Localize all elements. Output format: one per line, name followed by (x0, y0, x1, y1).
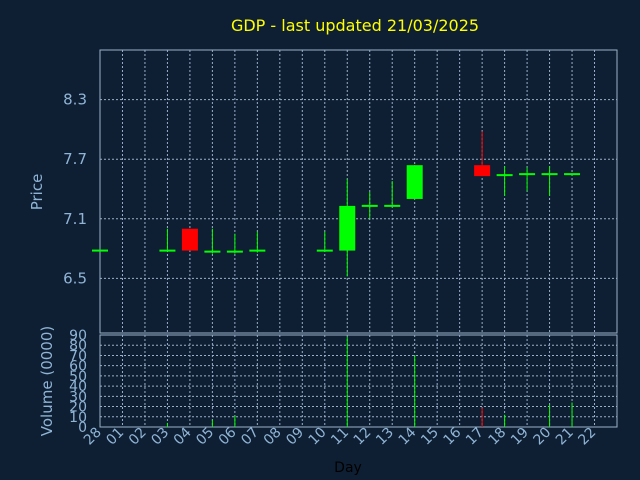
day-tick-label: 12 (351, 425, 375, 449)
price-candles (92, 131, 581, 277)
candle-body (474, 165, 491, 177)
day-tick-label: 18 (486, 425, 510, 449)
day-axis-ticks: 2801020304050607080910111213141516171819… (81, 424, 599, 448)
volume-tick-label: 20 (69, 400, 87, 416)
day-tick-label: 22 (575, 425, 599, 449)
volume-grid (100, 335, 617, 427)
volume-plot-frame (99, 334, 618, 428)
price-plot-frame (99, 49, 618, 334)
price-tick-label: 6.5 (63, 269, 87, 287)
candle-body (181, 228, 198, 251)
day-tick-label: 10 (306, 425, 330, 449)
day-tick-label: 21 (553, 425, 577, 449)
day-tick-label: 15 (418, 425, 442, 449)
day-tick-label: 14 (396, 424, 420, 448)
day-tick-label: 19 (508, 425, 532, 449)
volume-axis-label: Volume (0000) (38, 326, 56, 436)
price-axis-ticks: 8.3 7.7 7.1 6.5 (63, 91, 87, 288)
day-tick-label: 09 (283, 425, 307, 449)
volume-tick-label: 90 (69, 328, 87, 344)
day-tick-label: 08 (261, 425, 285, 449)
volume-bars (166, 337, 573, 427)
volume-tick-label: 60 (69, 359, 87, 375)
volume-tick-label: 70 (69, 348, 87, 364)
price-tick-label: 8.3 (63, 91, 87, 109)
x-axis-label: Day (334, 460, 362, 476)
day-tick-label: 20 (530, 425, 554, 449)
volume-tick-label: 0 (78, 420, 87, 436)
price-tick-label: 7.7 (63, 150, 87, 168)
day-tick-label: 02 (126, 425, 150, 449)
price-axis-label: Price (28, 174, 46, 211)
day-tick-label: 16 (441, 424, 465, 448)
candle-body (339, 205, 356, 251)
volume-tick-label: 10 (69, 410, 87, 426)
volume-tick-label: 30 (69, 389, 87, 405)
candle-body (406, 165, 423, 199)
day-tick-label: 13 (373, 425, 397, 449)
price-tick-label: 7.1 (63, 210, 87, 228)
volume-tick-label: 80 (69, 338, 87, 354)
day-tick-label: 11 (328, 425, 352, 449)
volume-tick-label: 50 (69, 369, 87, 385)
day-tick-label: 05 (193, 425, 217, 449)
day-tick-label: 01 (103, 425, 127, 449)
volume-tick-label: 40 (69, 379, 87, 395)
day-tick-label: 03 (148, 425, 172, 449)
price-grid (100, 50, 617, 333)
chart-title: GDP - last updated 21/03/2025 (231, 16, 479, 35)
day-tick-label: 06 (216, 424, 240, 448)
day-tick-label: 17 (463, 425, 487, 449)
day-tick-label: 04 (171, 424, 195, 448)
day-tick-label: 07 (238, 425, 262, 449)
